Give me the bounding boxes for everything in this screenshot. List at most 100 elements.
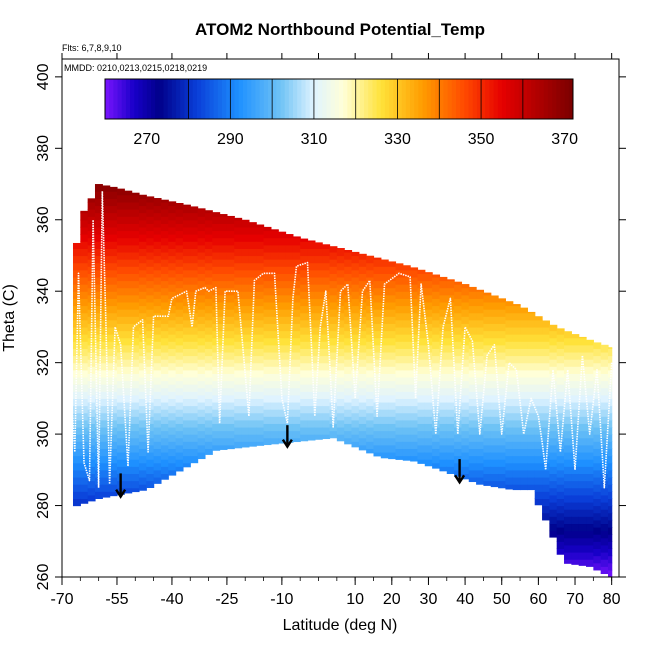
colorbar-tick-label: 310 bbox=[301, 131, 328, 148]
heatmap-cell bbox=[608, 348, 613, 357]
heatmap-cell bbox=[424, 301, 433, 310]
heatmap-cell bbox=[241, 426, 250, 435]
colorbar-swatch bbox=[372, 79, 378, 119]
heatmap-cell bbox=[468, 391, 477, 399]
heatmap-cell bbox=[168, 448, 177, 457]
heatmap-cell bbox=[358, 259, 367, 267]
heatmap-cell bbox=[593, 541, 602, 550]
heatmap-cell bbox=[490, 380, 499, 389]
heatmap-cell bbox=[72, 419, 81, 428]
heatmap-cell bbox=[146, 216, 155, 224]
heatmap-cell bbox=[571, 416, 580, 424]
heatmap-cell bbox=[160, 394, 169, 403]
heatmap-cell bbox=[600, 459, 609, 467]
heatmap-cell bbox=[336, 248, 345, 257]
heatmap-cell bbox=[542, 362, 550, 371]
heatmap-cell bbox=[395, 355, 404, 364]
colorbar-swatch bbox=[560, 79, 566, 119]
heatmap-cell bbox=[175, 444, 184, 453]
heatmap-cell bbox=[256, 319, 265, 328]
colorbar-swatch bbox=[481, 79, 486, 119]
heatmap-cell bbox=[241, 362, 250, 371]
heatmap-cell bbox=[424, 394, 433, 403]
heatmap-cell bbox=[241, 305, 250, 314]
heatmap-cell bbox=[549, 451, 558, 460]
heatmap-cell bbox=[556, 348, 565, 357]
heatmap-cell bbox=[505, 348, 514, 357]
heatmap-cell bbox=[476, 398, 485, 407]
heatmap-cell bbox=[395, 434, 404, 442]
heatmap-cell bbox=[410, 419, 419, 428]
heatmap-cell bbox=[344, 309, 353, 317]
heatmap-cell bbox=[190, 448, 199, 457]
heatmap-cell bbox=[336, 355, 345, 364]
heatmap-cell bbox=[358, 430, 367, 439]
heatmap-cell bbox=[344, 401, 353, 410]
heatmap-cell bbox=[586, 401, 594, 410]
heatmap-cell bbox=[175, 237, 184, 246]
heatmap-cell bbox=[190, 441, 199, 449]
heatmap-cell bbox=[226, 280, 235, 289]
heatmap-cell bbox=[439, 316, 448, 324]
heatmap-cell bbox=[542, 426, 550, 435]
heatmap-cell bbox=[417, 387, 426, 396]
heatmap-cell bbox=[512, 405, 521, 414]
heatmap-cell bbox=[160, 209, 169, 217]
heatmap-cell bbox=[116, 216, 125, 224]
heatmap-cell bbox=[556, 476, 565, 485]
heatmap-cell bbox=[608, 484, 613, 492]
heatmap-cell bbox=[131, 337, 140, 346]
heatmap-cell bbox=[292, 351, 301, 360]
heatmap-cell bbox=[124, 387, 133, 396]
x-tick-label: -25 bbox=[215, 591, 238, 608]
heatmap-cell bbox=[138, 219, 147, 228]
heatmap-cell bbox=[153, 476, 162, 484]
heatmap-cell bbox=[432, 284, 441, 292]
heatmap-cell bbox=[439, 394, 448, 403]
heatmap-cell bbox=[424, 309, 433, 317]
heatmap-cell bbox=[204, 405, 213, 414]
heatmap-cell bbox=[542, 476, 550, 485]
heatmap-cell bbox=[131, 351, 140, 360]
heatmap-cell bbox=[175, 373, 184, 382]
heatmap-cell bbox=[94, 191, 103, 199]
heatmap-cell bbox=[94, 212, 103, 221]
heatmap-cell bbox=[175, 280, 184, 289]
heatmap-cell bbox=[388, 373, 397, 382]
heatmap-cell bbox=[366, 284, 375, 292]
heatmap-cell bbox=[534, 362, 543, 371]
heatmap-cell bbox=[556, 434, 565, 442]
heatmap-cell bbox=[527, 405, 536, 414]
heatmap-cell bbox=[94, 434, 103, 442]
heatmap-cell bbox=[366, 326, 375, 335]
heatmap-cell bbox=[549, 359, 558, 367]
heatmap-cell bbox=[476, 305, 485, 314]
heatmap-cell bbox=[182, 348, 191, 357]
heatmap-cell bbox=[175, 337, 184, 346]
heatmap-cell bbox=[72, 462, 81, 471]
colorbar-swatch bbox=[125, 79, 131, 119]
heatmap-cell bbox=[109, 362, 118, 371]
heatmap-cell bbox=[278, 280, 287, 289]
heatmap-cell bbox=[439, 401, 448, 410]
heatmap-cell bbox=[417, 269, 426, 274]
heatmap-cell bbox=[608, 441, 613, 449]
heatmap-cell bbox=[564, 480, 572, 489]
heatmap-cell bbox=[292, 273, 301, 282]
heatmap-cell bbox=[600, 566, 609, 575]
heatmap-cell bbox=[314, 319, 323, 328]
heatmap-cell bbox=[424, 444, 433, 453]
heatmap-cell bbox=[146, 316, 155, 324]
heatmap-cell bbox=[278, 423, 287, 432]
heatmap-cell bbox=[512, 462, 521, 471]
heatmap-cell bbox=[373, 359, 382, 367]
heatmap-cell bbox=[329, 401, 338, 410]
heatmap-cell bbox=[197, 401, 206, 410]
heatmap-cell bbox=[102, 391, 111, 399]
colorbar-swatch bbox=[222, 79, 227, 119]
arrow-head bbox=[281, 438, 293, 449]
heatmap-cell bbox=[153, 441, 162, 449]
heatmap-cell bbox=[556, 384, 565, 392]
heatmap-cell bbox=[373, 309, 382, 317]
heatmap-cell bbox=[278, 266, 287, 274]
